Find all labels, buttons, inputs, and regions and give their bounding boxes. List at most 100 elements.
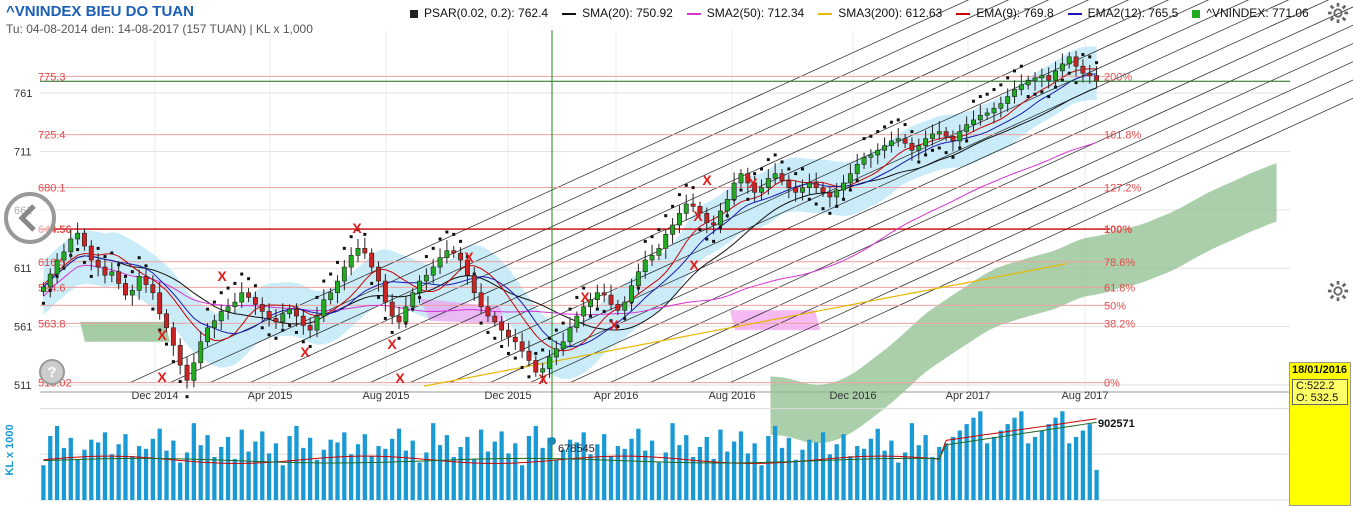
volume-bar — [130, 456, 135, 500]
tooltip-close: C:522.2 — [1296, 380, 1335, 392]
psar-dot — [96, 246, 100, 250]
volume-bar — [615, 446, 621, 500]
candle-body — [581, 306, 587, 317]
pattern-x-marker: X — [300, 344, 310, 360]
fib-label: 161.8% — [1104, 130, 1142, 142]
psar-dot — [677, 193, 681, 197]
volume-bar — [820, 432, 826, 500]
psar-dot — [356, 228, 360, 232]
candle-body — [800, 187, 805, 193]
legend-item[interactable]: ^VNINDEX: 771.06 — [1192, 6, 1309, 20]
ma-line — [43, 141, 1097, 316]
candle-body — [389, 301, 395, 317]
psar-dot — [76, 248, 80, 252]
psar-dot — [383, 316, 387, 320]
candle-body — [1066, 56, 1072, 65]
psar-dot — [329, 272, 333, 276]
psar-dot — [500, 344, 504, 348]
volume-bar — [677, 445, 682, 500]
volume-bar — [465, 436, 470, 500]
volume-bar — [68, 437, 73, 500]
svg-text:?: ? — [47, 364, 56, 381]
gear-icon[interactable] — [1327, 2, 1349, 24]
legend-label: SMA3(200): 612.63 — [838, 6, 943, 20]
legend-item[interactable]: EMA2(12): 765.5 — [1067, 6, 1178, 20]
price-tick-label: 511 — [14, 380, 32, 392]
sma200-line — [423, 263, 1067, 387]
legend-item[interactable]: SMA3(200): 612.63 — [818, 6, 942, 20]
candle-body — [1059, 63, 1065, 72]
candle-body — [745, 173, 751, 184]
legend-label: EMA(9): 769.8 — [976, 6, 1054, 20]
psar-dot — [814, 202, 818, 206]
psar-dot — [137, 256, 141, 260]
volume-bar — [478, 429, 484, 500]
candle-body — [991, 107, 997, 114]
volume-bar — [82, 449, 87, 500]
volume-bar — [184, 452, 190, 500]
volume-bar — [403, 450, 409, 500]
candle-body — [738, 173, 744, 184]
fib-label: 38.2% — [1104, 318, 1135, 330]
volume-bar — [930, 457, 935, 500]
psar-dot — [842, 197, 846, 201]
fib-label: 61.8% — [1104, 282, 1135, 294]
candle-body — [47, 273, 53, 288]
psar-dot — [301, 340, 305, 344]
legend-item[interactable]: EMA(9): 769.8 — [956, 6, 1054, 20]
data-tooltip: 18/01/2016 C:522.2 O: 532.5 — [1289, 362, 1351, 506]
volume-bar — [253, 441, 258, 500]
price-tick-label: 611 — [14, 263, 32, 275]
fib-label: 127.2% — [1104, 183, 1142, 195]
volume-bar — [909, 423, 915, 500]
volume-bar — [61, 447, 67, 500]
candle-body — [266, 311, 272, 319]
candle-body — [649, 255, 655, 261]
psar-dot — [780, 160, 784, 164]
volume-bar — [355, 444, 361, 500]
candle-body — [1025, 79, 1031, 86]
legend-item[interactable]: SMA2(50): 712.34 — [686, 6, 805, 20]
psar-dot — [876, 130, 880, 134]
volume-bar — [266, 453, 272, 500]
candle-body — [759, 187, 764, 193]
candle-body — [861, 156, 867, 165]
price-tick-label: 761 — [14, 88, 32, 100]
gear-icon[interactable] — [1327, 280, 1349, 302]
candle-body — [287, 308, 293, 315]
volume-bar — [1073, 436, 1079, 500]
fib-left-label: 616.5 — [38, 257, 66, 269]
navigation-circle-icon[interactable] — [2, 190, 58, 246]
candle-body — [724, 199, 730, 212]
candle-body — [458, 252, 464, 261]
candle-body — [806, 182, 812, 188]
volume-bar — [239, 429, 244, 500]
fib-left-label: 775.3 — [38, 71, 66, 83]
volume-bar — [280, 465, 285, 500]
fan-line — [649, 61, 1353, 383]
volume-bar — [745, 453, 750, 500]
legend-label: SMA2(50): 712.34 — [706, 6, 805, 20]
volume-bar — [916, 445, 921, 500]
candle-body — [184, 364, 190, 381]
volume-bar — [506, 453, 511, 500]
volume-bar — [533, 425, 538, 500]
volume-bar — [588, 454, 593, 500]
legend-item[interactable]: SMA(20): 750.92 — [562, 6, 673, 20]
legend-item[interactable]: PSAR(0.02, 0.2): 762.4 — [410, 6, 548, 20]
volume-bar — [547, 437, 552, 500]
psar-dot — [158, 328, 162, 332]
candle-body — [752, 182, 758, 193]
candle-body — [574, 315, 580, 329]
candle-body — [888, 140, 894, 146]
x-tick-label: Dec 2015 — [484, 390, 531, 402]
question-icon[interactable]: ? — [38, 358, 66, 386]
x-tick-label: Aug 2016 — [708, 390, 755, 402]
candle-body — [129, 290, 135, 296]
candle-body — [731, 182, 737, 200]
psar-dot — [992, 88, 996, 92]
candle-body — [779, 173, 785, 181]
candle-body — [847, 173, 853, 184]
psar-dot — [1019, 64, 1023, 68]
candle-body — [423, 274, 429, 282]
